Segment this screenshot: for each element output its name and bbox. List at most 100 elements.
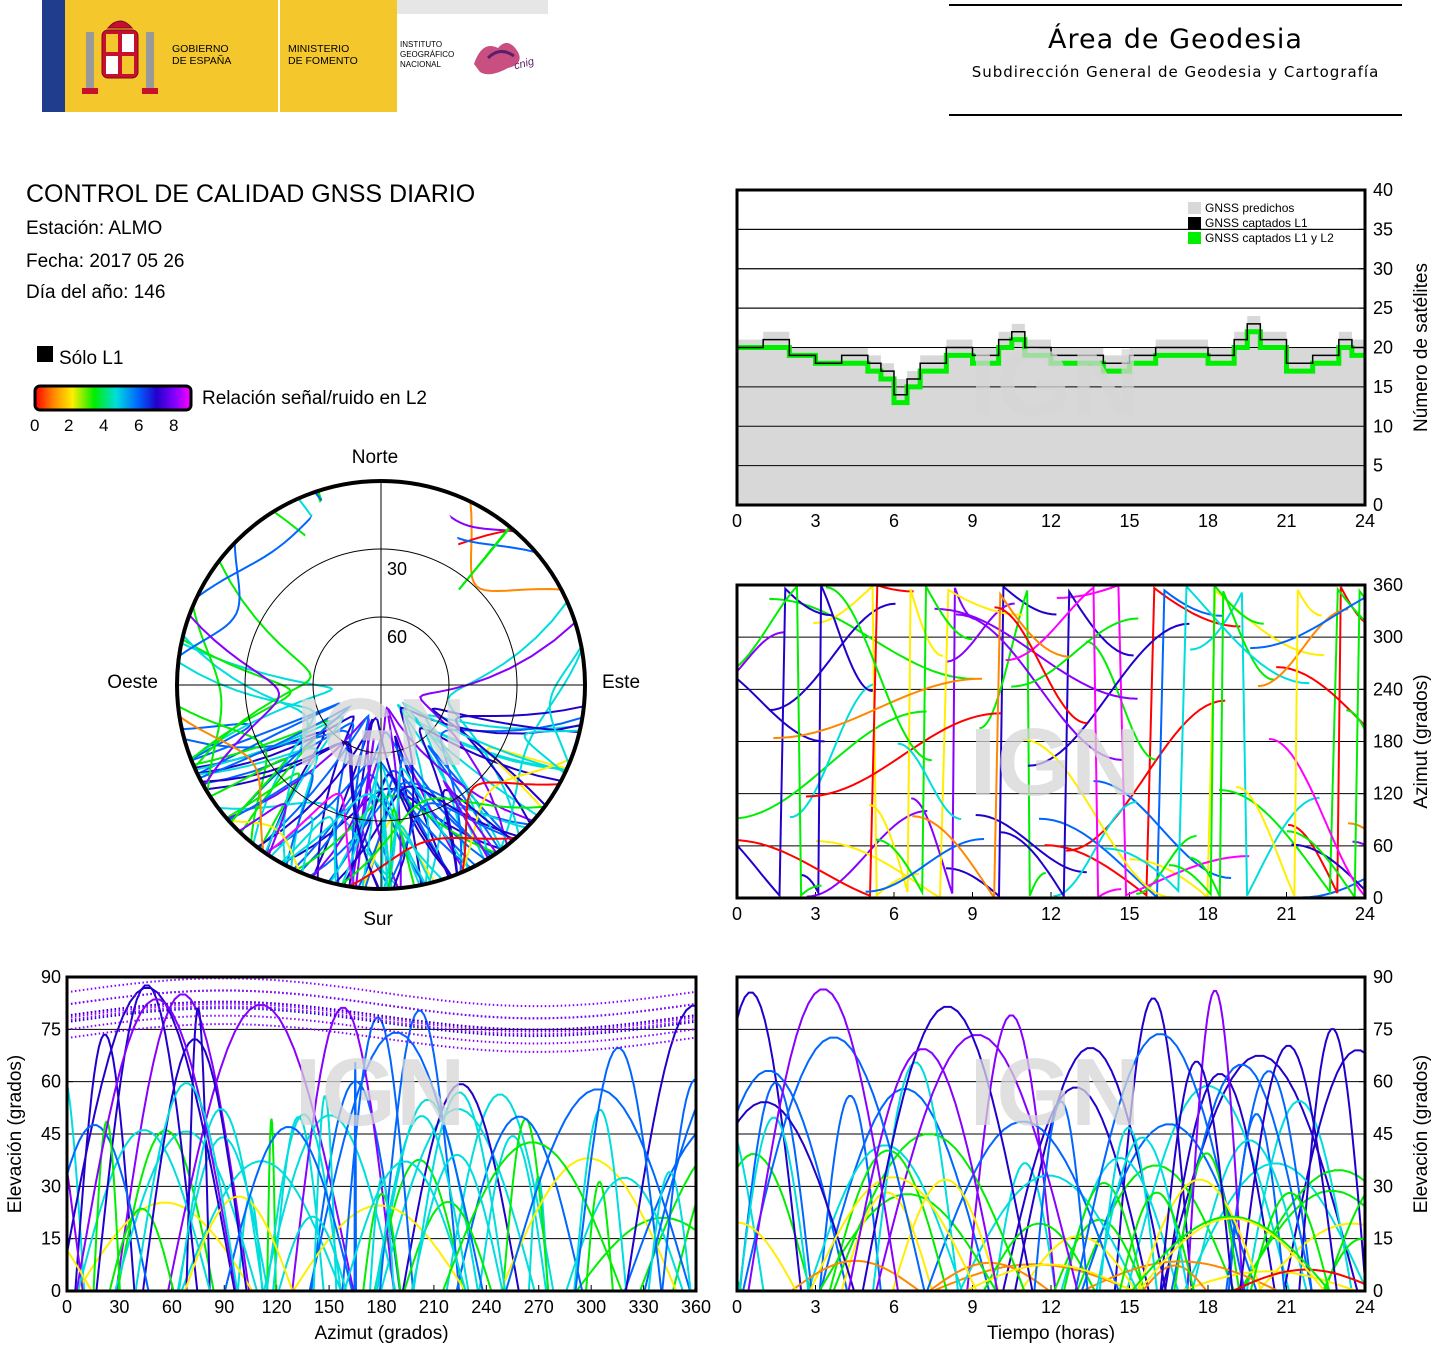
y-tick-label: 35: [1373, 219, 1393, 239]
az-track: [1235, 589, 1322, 897]
gov-yellow-block: [65, 0, 278, 112]
elt-track: [1136, 1178, 1263, 1291]
elt-track: [1239, 1190, 1365, 1291]
x-tick-label: 15: [1119, 1297, 1139, 1317]
az-track: [1104, 585, 1310, 894]
x-tick-label: 18: [1198, 904, 1218, 924]
elt-track: [1238, 1044, 1338, 1291]
elaz-track: [403, 1201, 493, 1291]
x-tick-label: 300: [576, 1297, 606, 1317]
elt-track: [1164, 1073, 1276, 1291]
skyplot-chart: 30 60 IGN Norte Sur Este Oeste: [107, 447, 640, 930]
y-tick-label: 90: [41, 967, 61, 987]
elaz-track: [308, 1031, 484, 1291]
elaz-high-track: [67, 1002, 696, 1033]
elt-track: [1159, 1060, 1234, 1291]
elaz-track: [92, 1120, 121, 1291]
elt-track: [1081, 1260, 1279, 1291]
x-tick-label: 3: [810, 904, 820, 924]
az-track: [1011, 617, 1139, 688]
y-tick-label: 15: [41, 1229, 61, 1249]
az-track: [1286, 588, 1365, 898]
station-label: Estación: ALMO: [26, 218, 163, 239]
elaz-track: [76, 1201, 254, 1291]
x-tick-label: 24: [1355, 904, 1375, 924]
x-tick-label: 6: [889, 511, 899, 531]
sky-track: [419, 621, 576, 846]
az-track: [1056, 585, 1250, 897]
ign-name: INSTITUTO GEOGRÁFICO NACIONAL: [400, 40, 455, 69]
y-tick-label: 45: [1373, 1124, 1393, 1144]
legend-label: GNSS captados L1 y L2: [1205, 231, 1334, 245]
gov-logo: GOBIERNO DE ESPAÑA MINISTERIO DE FOMENTO: [42, 0, 397, 112]
az-track: [999, 588, 1134, 898]
l1-only-label: Sólo L1: [59, 348, 124, 369]
elaz-track: [292, 1204, 467, 1291]
az-track: [1136, 835, 1197, 895]
l1-only-swatch: [37, 346, 53, 362]
sky-track: [188, 614, 281, 787]
elt-track: [875, 1034, 1079, 1291]
sky-track: [228, 819, 301, 873]
x-tick-label: 12: [1041, 904, 1061, 924]
az-track: [865, 838, 985, 893]
report-title: CONTROL DE CALIDAD GNSS DIARIO: [26, 180, 476, 208]
elaz-track: [67, 1078, 86, 1291]
sky-track: [178, 715, 265, 852]
elaz-track: [379, 1108, 536, 1291]
elaz-track: [223, 1126, 354, 1291]
elaz-track: [362, 1193, 402, 1291]
elt-track: [818, 1193, 997, 1291]
elt-track: [738, 1082, 813, 1291]
y-tick-label: 180: [1373, 732, 1403, 752]
direction-south: Sur: [363, 909, 393, 930]
x-tick-label: 21: [1276, 1297, 1296, 1317]
sky-track: [209, 757, 287, 824]
sky-track: [458, 526, 512, 591]
sky-track: [401, 701, 567, 850]
az-track: [825, 586, 932, 762]
elaz-high-track: [67, 1005, 696, 1036]
sky-track: [182, 634, 309, 866]
az-track: [912, 591, 1070, 898]
sky-track: [184, 729, 391, 890]
snr-tick: 0: [30, 416, 40, 435]
elaz-track: [108, 1207, 175, 1291]
elaz-track: [378, 1009, 461, 1291]
x-tick-label: 15: [1119, 511, 1139, 531]
elt-track: [1002, 1086, 1150, 1291]
az-track: [737, 586, 833, 898]
az-track: [1219, 586, 1365, 895]
elaz-track: [277, 1215, 348, 1291]
direction-west: Oeste: [107, 672, 158, 693]
plot-frame: [65, 975, 698, 1293]
y-tick-label: 5: [1373, 456, 1383, 476]
x-tick-label: 15: [1119, 904, 1139, 924]
elt-track: [737, 991, 803, 1291]
sky-track: [199, 705, 353, 824]
elaz-track: [183, 1195, 294, 1291]
az-track: [955, 613, 1123, 761]
direction-east: Este: [602, 672, 640, 693]
elt-track: [1033, 1100, 1089, 1291]
elaz-track: [95, 984, 199, 1291]
elaz-track: [565, 1176, 684, 1291]
az-tracks: [737, 585, 1365, 898]
sky-track: [178, 542, 241, 657]
elaz-track: [353, 1062, 357, 1291]
az-track: [1038, 588, 1224, 898]
sky-track: [442, 788, 514, 875]
elt-track: [737, 1277, 743, 1291]
elt-track: [818, 1095, 882, 1291]
x-tick-label: 21: [1276, 904, 1296, 924]
x-tick-label: 210: [419, 1297, 449, 1317]
x-tick-label: 24: [1355, 511, 1375, 531]
sky-track: [197, 747, 319, 869]
l1l2-series: [737, 329, 1365, 406]
elt-track: [738, 1116, 810, 1291]
snr-label: Relación señal/ruido en L2: [202, 388, 427, 409]
date-label: Fecha: 2017 05 26: [26, 251, 185, 272]
elaz-track: [75, 998, 238, 1291]
az-track: [737, 677, 825, 743]
